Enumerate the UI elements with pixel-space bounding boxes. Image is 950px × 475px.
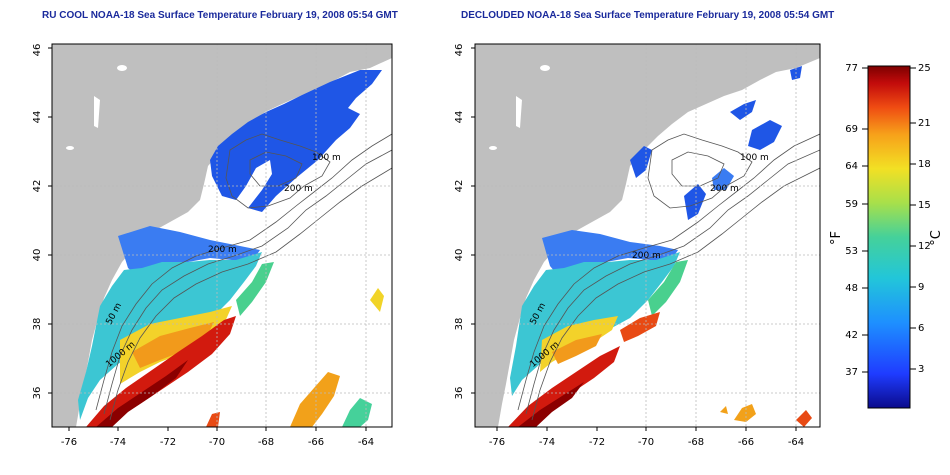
left-lake	[117, 65, 127, 71]
right-map-frame	[474, 43, 821, 428]
left-y-axis: 36 38 40 42 44 46	[32, 44, 52, 400]
colorbar-fahrenheit-ticks: 77 69 64 59 53 48 42 37	[845, 63, 868, 378]
colorbar-f-tick: 37	[845, 367, 858, 378]
left-x-tick: -74	[110, 437, 126, 448]
right-x-tick: -66	[738, 437, 754, 448]
left-sst-se-patch-4	[206, 412, 220, 427]
colorbar-f-tick: 42	[845, 330, 858, 341]
left-y-tick: 38	[32, 318, 43, 331]
left-sst-se-patch-2	[342, 398, 372, 427]
colorbar-c-tick: 6	[918, 323, 924, 334]
left-lake-champlain	[94, 96, 100, 128]
colorbar-c-tick: 3	[918, 364, 924, 375]
right-x-tick: -72	[589, 437, 605, 448]
right-sst-se-patch-2	[796, 410, 812, 427]
right-y-tick: 36	[454, 387, 465, 400]
right-sst-gulf-stream	[508, 346, 620, 427]
left-x-tick: -68	[258, 437, 274, 448]
left-panel-title: RU COOL NOAA-18 Sea Surface Temperature …	[42, 10, 398, 21]
right-x-tick: -68	[688, 437, 704, 448]
colorbar-f-tick: 77	[845, 63, 858, 74]
right-sst-se-patch-3	[720, 406, 728, 414]
right-land-mass	[475, 44, 820, 427]
left-sst-gulf-stream-core	[96, 360, 188, 427]
right-x-axis: -76 -74 -72 -70 -68 -66 -64	[489, 427, 804, 448]
colorbar-fahrenheit-label: °F	[829, 231, 844, 245]
colorbar-c-tick: 9	[918, 282, 924, 293]
colorbar-c-tick: 12	[918, 241, 931, 252]
left-x-tick: -70	[209, 437, 225, 448]
right-sst-gulf-of-maine-c	[630, 146, 652, 178]
colorbar-f-tick: 59	[845, 199, 858, 210]
right-long-island-sound	[597, 200, 680, 232]
right-lake	[540, 65, 550, 71]
right-graticule	[475, 44, 820, 427]
colorbar-celsius-ticks: 25 21 18 15 12 9 6 3	[910, 63, 931, 375]
right-sst-se-patch	[734, 404, 756, 422]
right-y-tick: 38	[454, 318, 465, 331]
right-x-tick: -64	[788, 437, 804, 448]
left-graticule	[52, 44, 392, 427]
left-long-island-sound	[175, 200, 258, 232]
right-contour-label-200m-north: 200 m	[710, 184, 739, 194]
right-map-panel: 100 m 200 m 200 m 50 m 1000 m	[474, 43, 821, 428]
right-sst-offshore-strip	[648, 260, 688, 316]
colorbar-f-tick: 53	[845, 246, 858, 257]
right-sst-slope-orange	[552, 334, 602, 364]
left-x-axis: -76 -74 -72 -70 -68 -66 -64	[61, 427, 374, 448]
colorbar-c-tick: 18	[918, 159, 931, 170]
left-map-frame	[51, 43, 393, 428]
left-lake	[66, 146, 74, 150]
left-y-tick: 36	[32, 387, 43, 400]
left-land-mass	[52, 44, 392, 427]
left-map-panel: 100 m 200 m 200 m 50 m 1000 m	[51, 43, 393, 428]
left-contour-label-200m-north: 200 m	[284, 184, 313, 194]
left-sst-offshore-strip	[236, 262, 274, 316]
right-sst-gulf-of-maine-b	[748, 120, 782, 150]
right-y-tick: 40	[454, 249, 465, 262]
left-y-tick: 44	[32, 111, 43, 124]
colorbar-f-tick: 69	[845, 124, 858, 135]
right-y-tick: 42	[454, 180, 465, 193]
right-x-tick: -74	[539, 437, 555, 448]
right-y-tick: 46	[454, 44, 465, 57]
right-sst-gulf-of-maine-d	[684, 184, 706, 220]
left-sst-slope-orange	[132, 322, 214, 368]
right-contour-label-100m: 100 m	[740, 153, 769, 163]
left-x-tick: -66	[308, 437, 324, 448]
colorbar-c-tick: 21	[918, 118, 931, 129]
left-y-tick: 46	[32, 44, 43, 57]
colorbar-c-tick: 25	[918, 63, 931, 74]
right-x-tick: -76	[489, 437, 505, 448]
right-lake-champlain	[516, 96, 522, 128]
left-x-tick: -76	[61, 437, 77, 448]
left-sst-se-patch-3	[370, 288, 384, 312]
left-y-tick: 42	[32, 180, 43, 193]
left-sst-gulf-stream	[86, 316, 236, 427]
right-contour-label-200m: 200 m	[632, 251, 661, 261]
left-y-tick: 40	[32, 249, 43, 262]
left-sst-se-patch	[290, 372, 340, 427]
right-lake	[489, 146, 497, 150]
left-x-tick: -72	[160, 437, 176, 448]
left-contour-label-200m: 200 m	[208, 245, 237, 255]
left-contour-label-100m: 100 m	[312, 153, 341, 163]
left-bathymetry-contours	[95, 133, 392, 421]
colorbar-c-tick: 15	[918, 200, 931, 211]
right-bathymetry-contours	[517, 133, 820, 421]
right-sst-gulf-of-maine-a	[730, 100, 756, 120]
right-y-axis: 36 38 40 42 44 46	[454, 44, 475, 400]
right-x-tick: -70	[638, 437, 654, 448]
colorbar-gradient	[867, 65, 911, 409]
colorbar-f-tick: 64	[845, 161, 858, 172]
left-x-tick: -64	[358, 437, 374, 448]
left-sst-gulf-of-maine	[210, 70, 382, 212]
colorbar-celsius-label: °C	[929, 230, 944, 246]
temperature-colorbar: 77 69 64 59 53 48 42 37 25 21 18 15 12 9…	[829, 63, 944, 409]
right-y-tick: 44	[454, 111, 465, 124]
right-panel-title: DECLOUDED NOAA-18 Sea Surface Temperatur…	[461, 10, 835, 21]
right-sst-slope-red	[620, 312, 660, 342]
colorbar-f-tick: 48	[845, 283, 858, 294]
